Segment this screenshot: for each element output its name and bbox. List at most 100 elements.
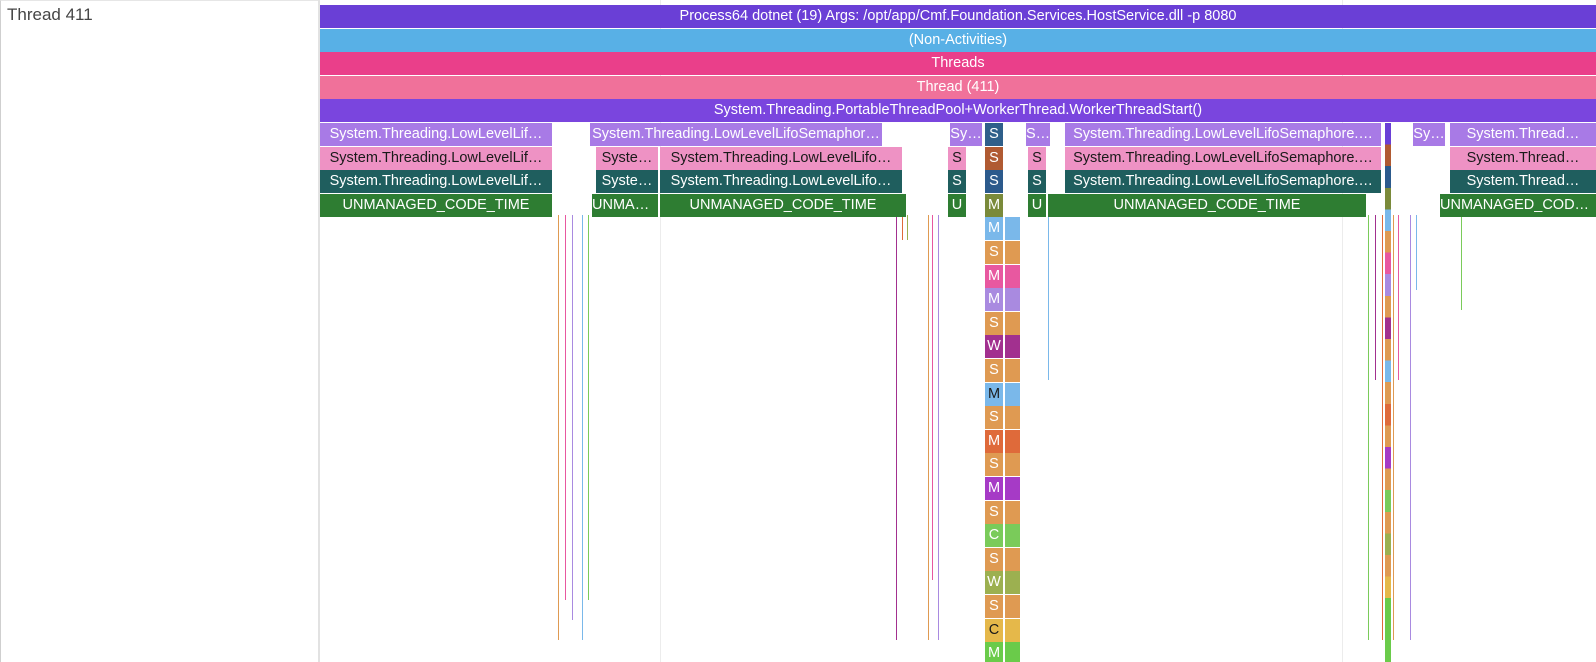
stack-frame[interactable]: M: [985, 288, 1003, 312]
stack-frame[interactable]: U: [1028, 193, 1046, 217]
stack-sliver: [572, 215, 573, 620]
stack-frame[interactable]: M: [985, 193, 1003, 217]
stack-sliver: [582, 215, 583, 640]
stack-frame[interactable]: S: [985, 146, 1003, 170]
stack-frame-sliver[interactable]: [1005, 618, 1020, 642]
stack-frame[interactable]: System.Threading.LowLevelLif…: [320, 123, 552, 146]
stack-sliver-column: [1385, 123, 1391, 662]
stack-sliver: [928, 215, 929, 640]
stack-frame[interactable]: System.Threading.LowLevelLifo…: [660, 170, 902, 194]
stack-frame-sliver[interactable]: [1005, 547, 1020, 571]
stack-frame[interactable]: S…: [1026, 123, 1050, 146]
stack-frame[interactable]: S: [985, 595, 1003, 618]
stack-frame[interactable]: S: [985, 406, 1003, 430]
stack-frame[interactable]: C: [985, 618, 1003, 642]
stack-frame[interactable]: System.Threading.LowLevelLifo…: [660, 146, 902, 170]
stack-sliver: [938, 215, 939, 640]
stack-frame[interactable]: Syste…: [596, 146, 658, 170]
stack-sliver: [1398, 215, 1399, 380]
gridline: [1342, 0, 1343, 662]
stack-frame[interactable]: UNMAN…: [592, 193, 658, 217]
stack-sliver: [565, 215, 566, 600]
stack-frame[interactable]: S: [948, 146, 966, 170]
stack-frame-sliver[interactable]: [1005, 264, 1020, 288]
stack-frame[interactable]: System.Threading.PortableThreadPool+Work…: [320, 99, 1596, 123]
stack-frame-sliver[interactable]: [1005, 311, 1020, 335]
thread-list-panel: Thread 411: [0, 0, 318, 662]
stack-frame[interactable]: U: [948, 193, 966, 217]
stack-sliver: [902, 215, 903, 240]
stack-frame[interactable]: S: [985, 123, 1003, 146]
stack-frame-sliver[interactable]: [1005, 571, 1020, 595]
stack-frame[interactable]: UNMANAGED_CODE_TIME: [320, 193, 552, 217]
stack-frame[interactable]: S: [985, 359, 1003, 382]
stack-frame[interactable]: M: [985, 642, 1003, 662]
stack-frame[interactable]: M: [985, 382, 1003, 406]
stack-frame[interactable]: Threads: [320, 52, 1596, 76]
stack-frame[interactable]: S: [985, 547, 1003, 571]
stack-frame[interactable]: System.Thread…: [1450, 123, 1596, 146]
stack-frame[interactable]: Process64 dotnet (19) Args: /opt/app/Cmf…: [320, 5, 1596, 28]
stack-frame[interactable]: Sy…: [950, 123, 982, 146]
stack-frame-sliver[interactable]: [1005, 217, 1020, 241]
stack-frame-sliver[interactable]: [1005, 335, 1020, 359]
stack-frame-sliver[interactable]: [1005, 429, 1020, 453]
stack-frame-sliver[interactable]: [1005, 382, 1020, 406]
panel-divider[interactable]: [318, 0, 320, 662]
flame-graph: Process64 dotnet (19) Args: /opt/app/Cmf…: [320, 0, 1596, 662]
gridline: [660, 0, 661, 662]
stack-frame-sliver[interactable]: [1005, 288, 1020, 312]
stack-frame[interactable]: System.Threading.LowLevelLif…: [320, 146, 552, 170]
stack-frame[interactable]: Thread (411): [320, 75, 1596, 99]
stack-sliver: [932, 215, 933, 580]
stack-frame[interactable]: System.Threading.LowLevelLifoSemaphore.…: [1065, 123, 1381, 146]
stack-frame[interactable]: W: [985, 571, 1003, 595]
stack-sliver: [588, 215, 589, 600]
stack-frame[interactable]: System.Thread…: [1450, 146, 1596, 170]
stack-frame[interactable]: System.Threading.LowLevelLifoSemaphore.…: [1065, 146, 1381, 170]
stack-frame[interactable]: UNMANAGED_CODE_TIME: [1048, 193, 1366, 217]
stack-frame-sliver[interactable]: [1005, 241, 1020, 264]
stack-frame-sliver[interactable]: [1005, 524, 1020, 548]
stack-frame[interactable]: M: [985, 217, 1003, 241]
stack-sliver: [1416, 215, 1417, 290]
stack-sliver: [1393, 215, 1394, 640]
stack-frame-sliver[interactable]: [1005, 453, 1020, 477]
stack-frame-sliver[interactable]: [1005, 500, 1020, 524]
stack-frame-sliver[interactable]: [1005, 406, 1020, 430]
stack-frame[interactable]: W: [985, 335, 1003, 359]
flame-row: System.Threading.LowLevelLif… Syste… Syste…: [320, 170, 1596, 194]
stack-frame-sliver[interactable]: [1005, 595, 1020, 618]
flame-row: Thread (411): [320, 75, 1596, 99]
stack-frame[interactable]: S: [985, 170, 1003, 194]
stack-frame[interactable]: Syste…: [596, 170, 658, 194]
stack-frame[interactable]: S: [1028, 146, 1046, 170]
flame-row: System.Threading.PortableThreadPool+Work…: [320, 99, 1596, 123]
stack-frame[interactable]: S: [985, 311, 1003, 335]
stack-frame[interactable]: System.Threading.LowLevelLif…: [320, 170, 552, 194]
stack-frame-sliver[interactable]: [1005, 359, 1020, 382]
stack-frame-sliver[interactable]: [1005, 642, 1020, 662]
stack-frame-sliver[interactable]: [1005, 477, 1020, 500]
stack-frame[interactable]: (Non-Activities): [320, 28, 1596, 52]
stack-sliver: [896, 215, 897, 640]
stack-frame[interactable]: S: [985, 453, 1003, 477]
stack-frame[interactable]: S: [948, 170, 966, 194]
stack-frame[interactable]: UNMANAGED_CODE_TIME: [1440, 193, 1596, 217]
stack-frame[interactable]: C: [985, 524, 1003, 548]
stack-frame[interactable]: M: [985, 429, 1003, 453]
stack-frame[interactable]: M: [985, 264, 1003, 288]
stack-frame[interactable]: M: [985, 477, 1003, 500]
stack-frame[interactable]: Sy…: [1413, 123, 1445, 146]
stack-frame[interactable]: System.Thread…: [1450, 170, 1596, 194]
thread-label[interactable]: Thread 411: [7, 5, 93, 24]
stack-frame[interactable]: S: [1028, 170, 1046, 194]
flame-row: UNMANAGED_CODE_TIME UNMAN… UNMANAGED_CODE_…: [320, 193, 1596, 217]
stack-sliver: [907, 215, 908, 240]
stack-frame[interactable]: S: [985, 500, 1003, 524]
stack-frame[interactable]: System.Threading.LowLevelLifoSemaphor…: [590, 123, 882, 146]
stack-frame[interactable]: UNMANAGED_CODE_TIME: [660, 193, 906, 217]
stack-sliver: [1410, 215, 1411, 640]
stack-frame[interactable]: S: [985, 241, 1003, 264]
stack-frame[interactable]: System.Threading.LowLevelLifoSemaphore.…: [1065, 170, 1381, 194]
